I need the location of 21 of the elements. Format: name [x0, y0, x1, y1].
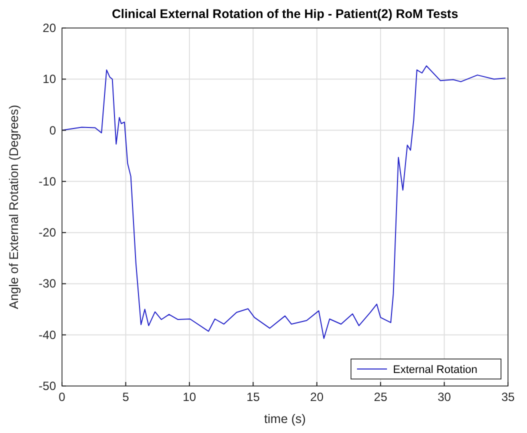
- y-tick-label: 20: [42, 21, 56, 35]
- x-tick-label: 10: [182, 390, 196, 404]
- line-series: [62, 65, 506, 339]
- y-axis-title: Angle of External Rotation (Degrees): [7, 104, 21, 310]
- x-tick-label: 25: [374, 390, 388, 404]
- x-tick-label: 5: [122, 390, 130, 404]
- x-tick-label: 35: [501, 390, 515, 404]
- chart-title: Clinical External Rotation of the Hip - Patient(2) RoM Tests: [112, 7, 458, 21]
- x-tick-label: 20: [310, 390, 324, 404]
- y-tick-label: -40: [38, 328, 56, 342]
- x-axis-title: time (s): [264, 412, 306, 426]
- y-tick-label: -30: [38, 276, 56, 291]
- y-tick-label: 0: [49, 123, 56, 138]
- x-tick-label: 0: [58, 390, 66, 404]
- x-tick-label: 15: [246, 390, 260, 404]
- y-tick-label: -10: [38, 174, 56, 188]
- legend-label: External Rotation: [393, 364, 478, 376]
- x-tick-label: 30: [438, 390, 452, 404]
- y-tick-label: -50: [38, 379, 56, 393]
- y-tick-label: 10: [42, 72, 56, 86]
- y-tick-label: -20: [38, 226, 56, 240]
